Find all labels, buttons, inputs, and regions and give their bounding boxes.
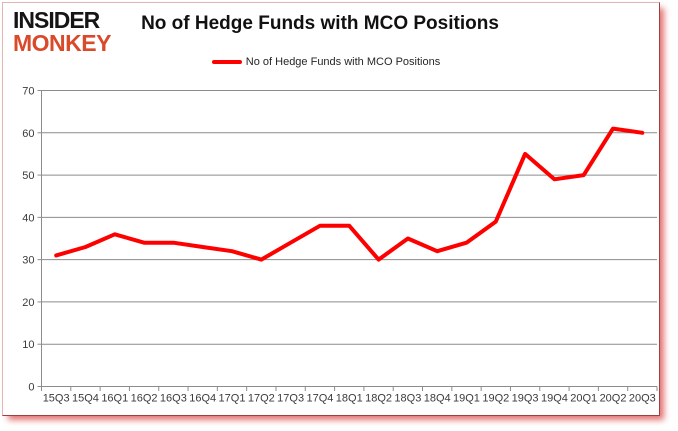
y-tick-label: 70 [22, 86, 34, 98]
x-tick-label: 17Q3 [277, 393, 304, 405]
x-tick-label: 19Q2 [482, 393, 509, 405]
y-tick-label: 30 [22, 255, 34, 267]
series-line [54, 126, 645, 262]
x-tick-label: 19Q3 [512, 393, 539, 405]
legend-label: No of Hedge Funds with MCO Positions [245, 56, 441, 68]
x-tick-label: 19Q4 [541, 393, 568, 405]
x-tick-label: 18Q2 [365, 393, 392, 405]
x-tick-label: 18Q4 [424, 393, 451, 405]
legend-line-swatch-icon [211, 60, 242, 64]
chart-title: No of Hedge Funds with MCO Positions [141, 13, 499, 34]
y-tick-label: 60 [22, 128, 34, 140]
x-tick-label: 20Q1 [570, 393, 597, 405]
x-tick-label: 20Q3 [629, 393, 656, 405]
y-tick-label: 50 [22, 170, 34, 182]
x-tick-label: 19Q1 [453, 393, 480, 405]
x-tick-label: 18Q3 [394, 393, 421, 405]
y-tick-label: 20 [22, 297, 34, 309]
logo-word-monkey: MONKEY [13, 30, 111, 56]
chart-legend: No of Hedge Funds with MCO Positions [0, 55, 652, 69]
x-tick-label: 16Q2 [131, 393, 158, 405]
x-tick-label: 15Q3 [43, 393, 70, 405]
insider-monkey-logo: INSIDER MONKEY [13, 9, 111, 55]
x-tick-label: 16Q1 [101, 393, 128, 405]
x-tick-label: 20Q2 [600, 393, 627, 405]
logo-word-insider: INSIDER [13, 7, 100, 33]
y-tick-label: 10 [22, 339, 34, 351]
x-tick-label: 18Q1 [336, 393, 363, 405]
x-tick-label: 16Q3 [160, 393, 187, 405]
y-tick-label: 40 [22, 212, 34, 224]
x-tick-label: 16Q4 [189, 393, 216, 405]
x-tick-label: 17Q4 [306, 393, 333, 405]
x-tick-label: 15Q4 [72, 393, 99, 405]
y-tick-label: 0 [28, 382, 34, 394]
x-tick-label: 17Q1 [219, 393, 246, 405]
x-tick-label: 17Q2 [248, 393, 275, 405]
